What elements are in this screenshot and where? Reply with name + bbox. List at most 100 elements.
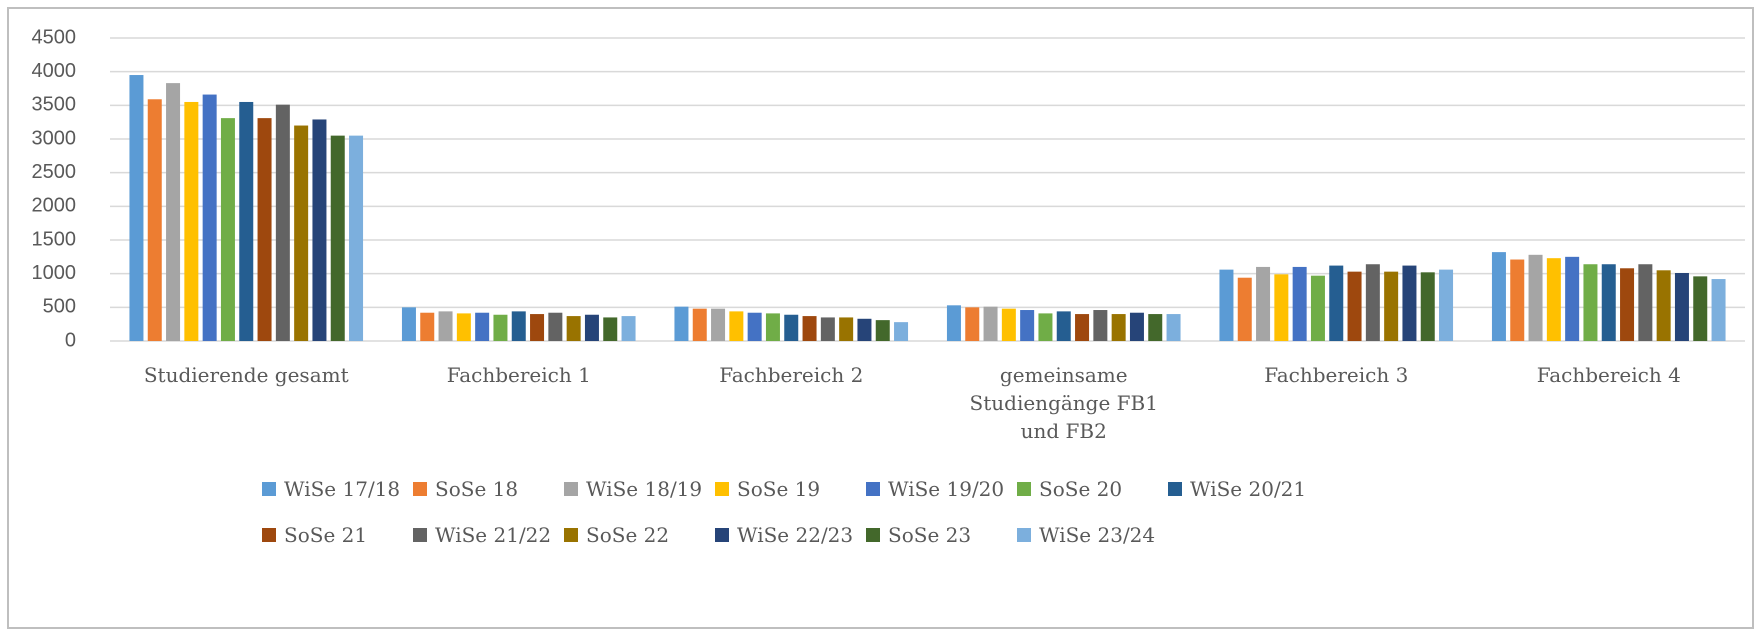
legend-item: SoSe 18: [413, 475, 564, 503]
bar: [1365, 264, 1380, 341]
legend-swatch: [262, 528, 276, 542]
bar: [1546, 258, 1561, 341]
bar: [312, 119, 327, 342]
bar: [946, 305, 961, 341]
legend-swatch: [1017, 482, 1031, 496]
y-tick-label: 1000: [32, 262, 77, 284]
legend-label: WiSe 23/24: [1039, 523, 1156, 547]
bar: [1347, 271, 1362, 341]
bar: [839, 317, 854, 341]
legend-swatch: [413, 482, 427, 496]
bar: [1638, 264, 1653, 341]
legend-label: SoSe 22: [586, 523, 670, 547]
bar: [493, 314, 508, 341]
bar: [1038, 313, 1053, 341]
legend-label: WiSe 22/23: [737, 523, 854, 547]
x-tick-label: gemeinsame Studiengänge FB1 und FB2: [969, 363, 1158, 443]
bar: [1148, 314, 1163, 341]
bar: [1711, 279, 1726, 341]
bar: [1111, 314, 1126, 341]
y-tick-label: 2000: [32, 195, 77, 217]
bar: [1656, 270, 1671, 341]
bar: [1528, 254, 1543, 341]
bar: [330, 135, 345, 341]
bar: [1274, 274, 1289, 341]
chart-border: [7, 7, 1754, 629]
y-tick-label: 1500: [32, 228, 77, 250]
bar: [1384, 271, 1399, 341]
x-tick-label: Fachbereich 3: [1264, 363, 1409, 387]
bar: [820, 317, 835, 341]
legend-swatch: [564, 528, 578, 542]
bar: [1439, 269, 1454, 341]
bar: [456, 313, 471, 341]
bar: [802, 316, 817, 341]
y-tick-label: 4000: [32, 60, 77, 82]
bar: [584, 314, 599, 341]
legend-item: SoSe 22: [564, 521, 715, 549]
bar: [983, 306, 998, 341]
legend-item: WiSe 17/18: [262, 475, 413, 503]
legend-item: SoSe 19: [715, 475, 866, 503]
bar: [202, 94, 217, 341]
bar: [147, 99, 162, 341]
bar: [603, 317, 618, 341]
bar: [894, 322, 909, 341]
legend-label: SoSe 23: [888, 523, 972, 547]
bar: [475, 312, 490, 341]
bar: [1075, 314, 1090, 341]
legend-item: WiSe 19/20: [866, 475, 1017, 503]
legend-label: WiSe 19/20: [888, 477, 1005, 501]
bar: [129, 75, 144, 342]
bar: [621, 316, 636, 341]
x-tick-label: Fachbereich 4: [1536, 363, 1681, 387]
legend-label: WiSe 20/21: [1190, 477, 1307, 501]
legend-swatch: [1017, 528, 1031, 542]
x-tick-label: Studierende gesamt: [143, 363, 349, 387]
legend: WiSe 17/18 SoSe 18 WiSe 18/19 SoSe 19 WiSe 1…: [262, 475, 1342, 549]
bar: [239, 101, 254, 341]
bar: [1693, 276, 1708, 341]
bar: [438, 311, 453, 341]
legend-label: SoSe 19: [737, 477, 821, 501]
bar: [511, 311, 526, 341]
bar: [349, 135, 364, 341]
bar: [1001, 308, 1016, 341]
y-tick-label: 3000: [32, 127, 77, 149]
legend-swatch: [715, 482, 729, 496]
bar: [294, 125, 309, 342]
bar: [420, 312, 435, 341]
bar: [1329, 265, 1344, 341]
bar: [711, 308, 726, 341]
y-tick-label: 2500: [32, 161, 77, 183]
bar: [1402, 265, 1417, 341]
bar: [747, 312, 762, 341]
bar: [257, 118, 272, 341]
legend-label: WiSe 21/22: [435, 523, 552, 547]
bar: [1565, 256, 1580, 341]
legend-item: SoSe 20: [1017, 475, 1168, 503]
bar: [1583, 264, 1598, 341]
x-tick-label: Fachbereich 1: [446, 363, 591, 387]
bar: [1020, 310, 1035, 341]
bar: [857, 318, 872, 341]
legend-swatch: [866, 482, 880, 496]
y-tick-label: 4500: [32, 26, 77, 48]
x-tick-label: Fachbereich 2: [719, 363, 864, 387]
y-tick-label: 3500: [32, 94, 77, 116]
bar: [1129, 312, 1144, 341]
bar: [692, 308, 707, 341]
legend-swatch: [262, 482, 276, 496]
y-tick-label: 500: [43, 296, 76, 318]
legend-item: WiSe 21/22: [413, 521, 564, 549]
bar: [1256, 266, 1271, 341]
bar: [1491, 252, 1506, 341]
bar: [875, 320, 890, 341]
bar: [401, 307, 416, 341]
bar: [965, 307, 980, 341]
legend-item: SoSe 21: [262, 521, 413, 549]
legend-label: WiSe 17/18: [284, 477, 401, 501]
bar: [729, 311, 744, 341]
bar: [1420, 272, 1435, 341]
